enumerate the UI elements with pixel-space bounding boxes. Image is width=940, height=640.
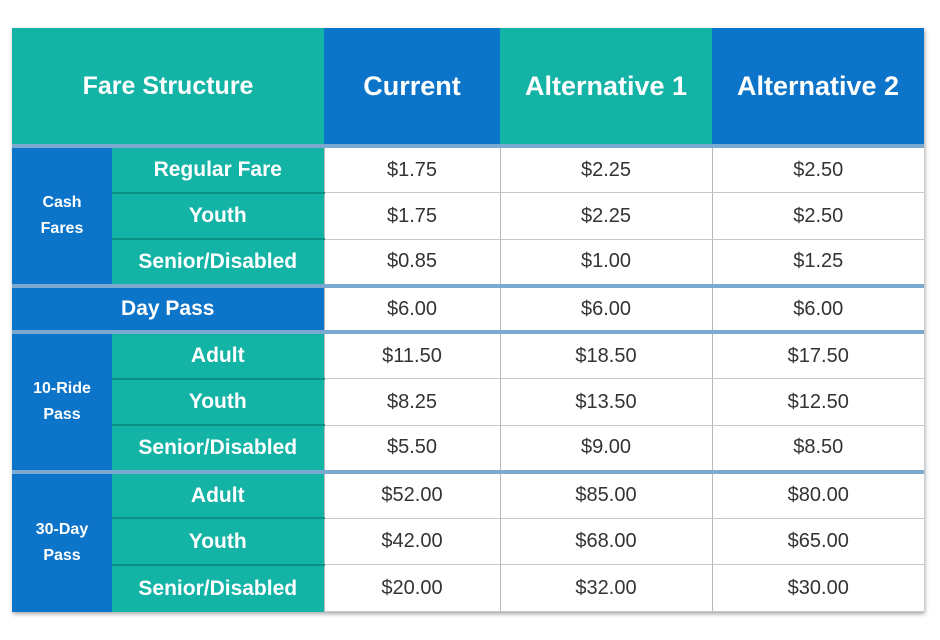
cell-value: $80.00 [711,469,925,519]
group-label-line: 10-Ride [33,380,91,398]
cell-value: $68.00 [499,518,713,566]
table-row: Youth $8.25 $13.50 $12.50 [12,378,925,427]
table-row: 30-Day Pass Adult $52.00 $85.00 $80.00 [12,469,925,612]
cell-value: $1.00 [499,239,713,287]
table-row: Senior/Disabled $20.00 $32.00 $30.00 [12,564,925,612]
row-label-adult: Adult [112,469,325,520]
header-alternative-1: Alternative 1 [500,28,713,147]
row-label-youth: Youth [112,192,325,241]
cell-value: $1.25 [711,239,925,287]
header-corner: Fare Structure [12,28,325,147]
cell-value: $2.25 [499,192,713,240]
group-label-10-ride-pass: 10-Ride Pass [12,330,112,472]
row-label-day-pass: Day Pass [12,283,325,333]
row-label-senior-disabled: Senior/Disabled [112,564,325,612]
row-label-senior-disabled: Senior/Disabled [112,239,325,286]
table-row: Youth $42.00 $68.00 $65.00 [12,518,925,566]
cell-value: $6.00 [711,283,925,333]
row-label-adult: Adult [112,330,325,380]
group-label-cash-fares: Cash Fares [12,144,112,286]
cell-value: $6.00 [499,283,713,333]
cell-value: $85.00 [499,469,713,519]
table-row: Cash Fares Regular Fare $1.75 $2.25 $2.5… [12,144,925,286]
cell-value: $12.50 [711,378,925,426]
row-label-senior-disabled: Senior/Disabled [112,425,325,472]
header-alternative-2: Alternative 2 [712,28,925,147]
row-label-regular-fare: Regular Fare [112,144,325,194]
cell-value: $2.50 [711,192,925,240]
table-row: Senior/Disabled $0.85 $1.00 $1.25 [12,239,925,287]
group-label-line: Cash [42,194,82,212]
row-label-youth: Youth [112,518,325,566]
cell-value: $32.00 [499,564,713,612]
cell-value: $8.50 [711,425,925,473]
cell-value: $11.50 [323,330,501,380]
cell-value: $1.75 [323,144,501,194]
fare-table-frame: Fare Structure Current Alternative 1 Alt… [12,28,925,612]
cell-value: $2.50 [711,144,925,194]
cell-value: $5.50 [323,425,501,473]
table-row: 10-Ride Pass Adult $11.50 $18.50 $17.50 [12,330,925,472]
header-current: Current [324,28,501,147]
cell-value: $52.00 [323,469,501,519]
fare-structure-table: Fare Structure Current Alternative 1 Alt… [12,28,925,612]
table-row: Senior/Disabled $5.50 $9.00 $8.50 [12,425,925,473]
cell-value: $18.50 [499,330,713,380]
row-label-youth: Youth [112,378,325,427]
group-label-line: 30-Day [35,520,89,538]
table-row: Day Pass $6.00 $6.00 $6.00 [12,283,925,333]
group-label-line: Pass [43,406,81,424]
cell-value: $8.25 [323,378,501,426]
cell-value: $13.50 [499,378,713,426]
header-row: Fare Structure Current Alternative 1 Alt… [12,28,925,147]
group-label-line: Fares [40,220,84,238]
group-label-30-day-pass: 30-Day Pass [12,469,112,612]
table-row: Youth $1.75 $2.25 $2.50 [12,192,925,241]
cell-value: $2.25 [499,144,713,194]
cell-value: $17.50 [711,330,925,380]
cell-value: $42.00 [323,518,501,566]
group-label-line: Pass [43,546,81,564]
cell-value: $20.00 [323,564,501,612]
cell-value: $30.00 [711,564,925,612]
cell-value: $6.00 [323,283,501,333]
cell-value: $9.00 [499,425,713,473]
cell-value: $1.75 [323,192,501,240]
cell-value: $0.85 [323,239,501,287]
cell-value: $65.00 [711,518,925,566]
